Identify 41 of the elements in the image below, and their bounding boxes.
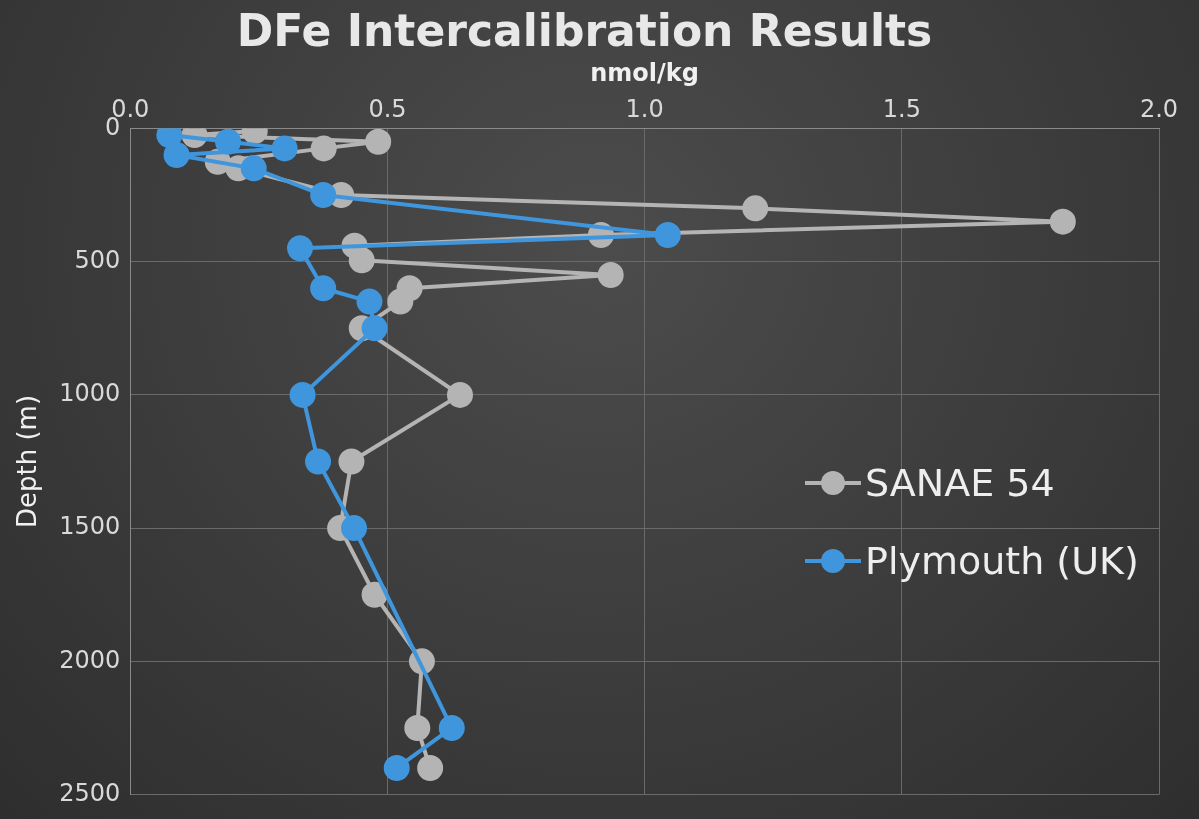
point (341, 515, 368, 542)
point (597, 261, 624, 288)
point (383, 754, 410, 781)
x-axis-title: nmol/kg (590, 59, 699, 88)
point (240, 155, 267, 182)
y-tick-label: 500 (74, 245, 121, 274)
point (356, 288, 383, 315)
point (1049, 208, 1076, 235)
chart-title: DFe Intercalibration Results (236, 4, 933, 56)
point (438, 714, 465, 741)
point (305, 448, 332, 475)
point (310, 135, 337, 162)
y-tick-label: 2000 (59, 645, 121, 674)
point (742, 195, 769, 222)
point (287, 235, 314, 262)
point (404, 714, 431, 741)
point (348, 247, 375, 274)
point (338, 448, 365, 475)
x-tick-label: 1.5 (882, 95, 921, 124)
x-tick-label: 2.0 (1139, 95, 1179, 124)
x-tick-label: 1.0 (625, 95, 664, 124)
point (361, 315, 388, 342)
legend-label: Plymouth (UK) (865, 538, 1139, 583)
point (310, 182, 337, 209)
x-tick-label: 0.5 (368, 95, 407, 124)
y-axis-title: Depth (m) (12, 394, 43, 529)
point (215, 128, 242, 155)
point (387, 288, 414, 315)
point (163, 142, 190, 169)
point (271, 135, 298, 162)
y-tick-label: 2500 (59, 778, 121, 807)
point (417, 754, 444, 781)
y-tick-label: 1500 (59, 512, 121, 541)
point (654, 221, 681, 248)
y-tick-label: 1000 (59, 379, 121, 408)
point (365, 128, 392, 155)
point (446, 381, 473, 408)
point (361, 581, 388, 608)
point (289, 381, 316, 408)
legend-label: SANAE 54 (865, 460, 1055, 505)
point (310, 275, 337, 302)
